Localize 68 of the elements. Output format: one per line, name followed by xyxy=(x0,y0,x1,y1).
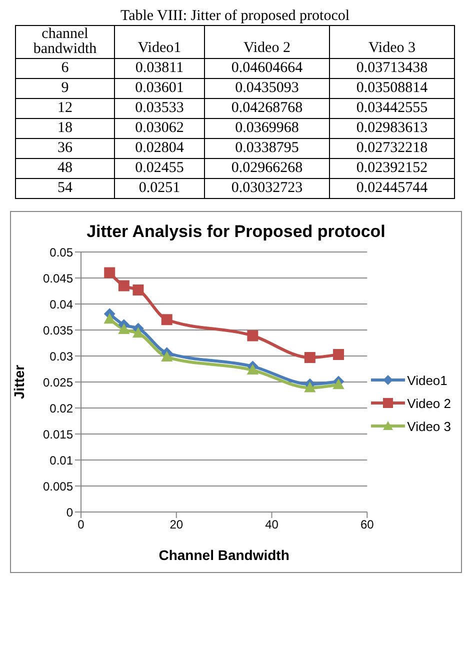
data-label: 0.0338795 xyxy=(204,138,330,158)
point xyxy=(161,352,172,362)
category-label: 36 xyxy=(16,138,114,158)
data-label: 0.03601 xyxy=(114,78,204,98)
point xyxy=(132,284,144,296)
y-tick-label: 0.01 xyxy=(50,453,74,468)
x-tick-label: 40 xyxy=(265,518,279,532)
y-tick-label: 0.045 xyxy=(42,271,74,286)
text: Video1 xyxy=(114,26,204,58)
data-label: 0.03713438 xyxy=(329,58,454,78)
data-label: 0.0435093 xyxy=(204,78,330,98)
point xyxy=(333,379,344,390)
y-tick-label: 0.04 xyxy=(50,297,74,312)
category-label: 48 xyxy=(16,158,114,178)
point xyxy=(132,328,144,338)
data-label: 0.03032723 xyxy=(204,178,330,198)
y-tick-label: 0.025 xyxy=(42,375,74,390)
point xyxy=(118,280,130,292)
data-label: 0.02732218 xyxy=(329,138,454,158)
category-label: 12 xyxy=(16,98,114,118)
category-label: 54 xyxy=(16,178,114,198)
y-tick-label: 0 xyxy=(66,505,74,520)
category-label: 6 xyxy=(16,58,114,78)
y-tick-label: 0.05 xyxy=(50,245,74,260)
text: Video 3 xyxy=(329,26,454,58)
data-label: 0.03533 xyxy=(114,98,204,118)
category-label: 9 xyxy=(16,78,114,98)
data-label: 0.03062 xyxy=(114,118,204,138)
x-axis-title: Channel Bandwidth xyxy=(158,547,290,563)
point xyxy=(104,267,116,278)
y-tick-label: 0.005 xyxy=(42,479,74,494)
text: Table VIII: Jitter of proposed protocol xyxy=(119,8,351,25)
data-label: 0.02392152 xyxy=(329,158,454,178)
point xyxy=(104,314,116,324)
data-label: 0.04268768 xyxy=(204,98,330,118)
point xyxy=(118,324,130,334)
data-label: 0.02445744 xyxy=(329,178,454,198)
data-label: 0.0251 xyxy=(114,178,204,198)
point xyxy=(247,330,258,342)
point xyxy=(161,314,172,326)
legend-label: Video 3 xyxy=(407,418,451,434)
y-tick-label: 0.02 xyxy=(50,401,74,416)
y-tick-label: 0.03 xyxy=(50,349,74,364)
point xyxy=(304,382,316,392)
data-label: 0.02455 xyxy=(114,158,204,178)
text: channel bandwidth xyxy=(16,26,114,58)
y-axis-title: Jitter xyxy=(10,364,27,400)
text: Video 2 xyxy=(204,26,330,58)
data-label: 0.03508814 xyxy=(329,78,454,98)
y-tick-label: 0.015 xyxy=(42,427,74,442)
data-label: 0.03442555 xyxy=(329,98,454,118)
x-tick-label: 20 xyxy=(170,518,184,532)
legend-label: Video1 xyxy=(407,372,448,388)
point xyxy=(333,348,344,360)
chart-title: Jitter Analysis for Proposed protocol xyxy=(86,222,386,242)
x-tick-label: 0 xyxy=(78,518,85,532)
point xyxy=(304,352,316,364)
legend-label: Video 2 xyxy=(407,396,451,410)
category-label: 18 xyxy=(16,118,114,138)
point xyxy=(247,364,258,375)
data-label: 0.02966268 xyxy=(204,158,330,178)
data-label: 0.03811 xyxy=(114,58,204,78)
x-tick-label: 60 xyxy=(360,518,374,532)
data-label: 0.02983613 xyxy=(329,118,454,138)
data-label: 0.04604664 xyxy=(204,58,330,78)
data-label: 0.0369968 xyxy=(204,118,330,138)
y-tick-label: 0.035 xyxy=(42,323,74,338)
data-label: 0.02804 xyxy=(114,138,204,158)
